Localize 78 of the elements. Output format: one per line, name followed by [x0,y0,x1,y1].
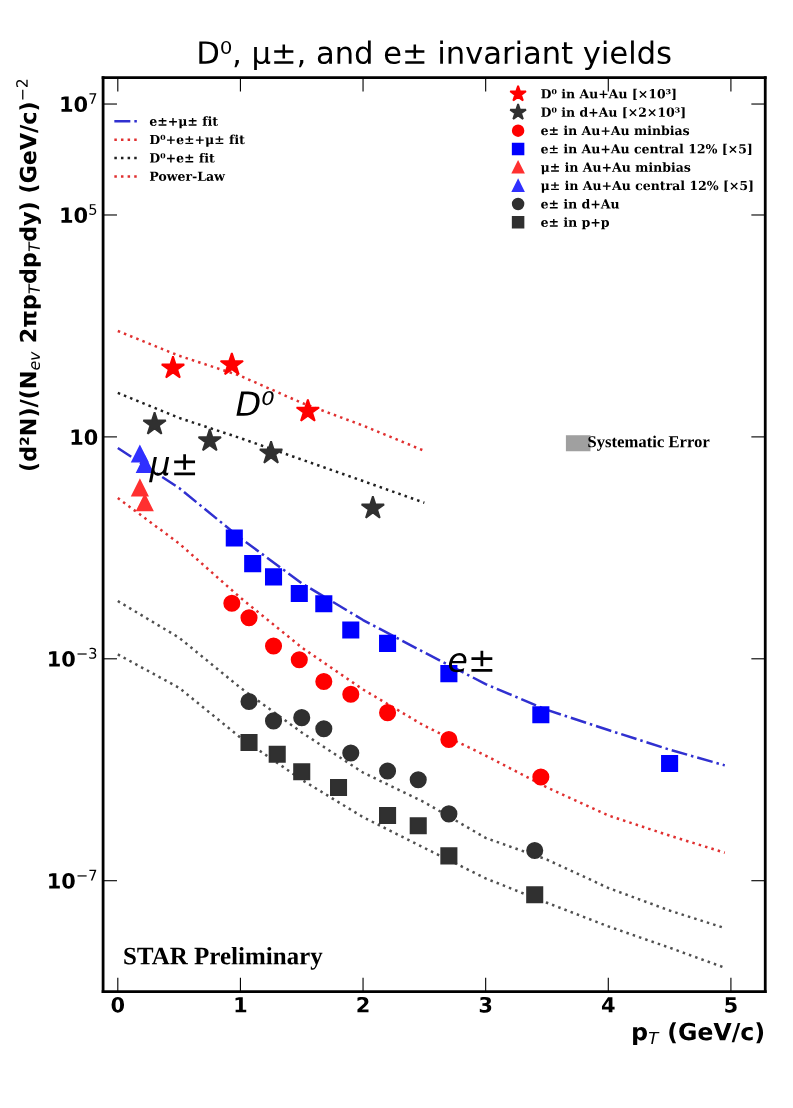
legend-label: e±+μ± fit [149,116,219,129]
legend-label: μ± in Au+Au minbias [540,162,691,175]
point [342,621,360,639]
point [264,568,283,586]
y-tick-label: 10$^{−3}$ [49,647,97,667]
x-axis-title: p$_{T}$ (GeV/c) [633,1022,764,1046]
point [136,494,154,512]
legend-label: e± in Au+Au minbias [541,125,690,136]
annotation: Systematic Error [588,435,710,451]
x-tick-label: 4 [601,997,615,1013]
point [315,720,333,738]
point [440,731,458,749]
point [295,398,321,422]
point [244,555,262,573]
legend-label: μ± in Au+Au central 12% [×5] [540,180,753,193]
point [258,440,284,464]
legend-label: D⁰+e±+μ± fit [149,134,245,147]
point [142,411,167,435]
x-tick-label: 3 [479,996,492,1013]
line-series [116,496,727,854]
legend-label: D⁰ in d+Au [×2×10³] [541,107,685,119]
y-tick-label: 10 [71,429,98,446]
point [131,479,149,497]
point [440,847,458,865]
point [661,754,679,772]
point [360,495,385,519]
legend-label: e± in p+p [541,217,610,230]
x-tick-label: 1 [235,997,247,1013]
annotation: e± [448,650,493,673]
point [342,744,360,762]
point [264,637,283,655]
point [379,806,397,825]
line-series [116,329,426,453]
point [315,595,333,613]
y-tick-label: 10$^{7}$ [61,93,97,113]
annotation: μ± [149,454,196,483]
legend-label: e± in Au+Au central 12% [×5] [541,143,752,155]
line-series [116,391,426,504]
point [409,771,427,789]
point [526,886,544,904]
y-tick-label: 10$^{−7}$ [49,869,97,889]
point [219,352,244,376]
x-tick-label: 5 [725,997,737,1013]
point [290,585,308,603]
point [329,778,348,796]
point [264,712,283,730]
x-tick-label: 0 [111,996,125,1013]
point [315,672,333,691]
annotation: D⁰ [236,391,274,416]
legend-label: D⁰+e± fit [149,152,215,163]
point [532,706,550,724]
point [197,428,222,452]
annotation: STAR Preliminary [124,946,323,970]
point [342,685,360,703]
point [532,768,550,786]
y-tick-label: 10$^{5}$ [61,204,97,224]
point [240,733,258,752]
point [440,805,458,823]
chart-title: D⁰, μ±, and e± invariant yields [199,40,671,71]
y-axis-title: (d²N)/(N$_{ev}$ 2πp$_{T}$dp$_{T}$dy) (GeV/c)$^{−2}$ [16,79,41,471]
legend-label: e± in d+Au [541,198,620,209]
x-tick-label: 2 [357,996,369,1013]
point [160,355,186,379]
point [379,634,397,652]
point [268,745,286,763]
legend-label: D⁰ in Au+Au [×10³] [541,88,676,100]
point [293,763,311,781]
point [526,841,544,860]
point [240,609,258,627]
legend-label: Power-Law [149,171,226,181]
point [225,529,243,547]
point [379,762,397,780]
point [409,817,427,835]
point [379,704,397,722]
point [240,692,258,711]
point [223,594,241,612]
point [290,651,308,669]
point [293,709,311,727]
